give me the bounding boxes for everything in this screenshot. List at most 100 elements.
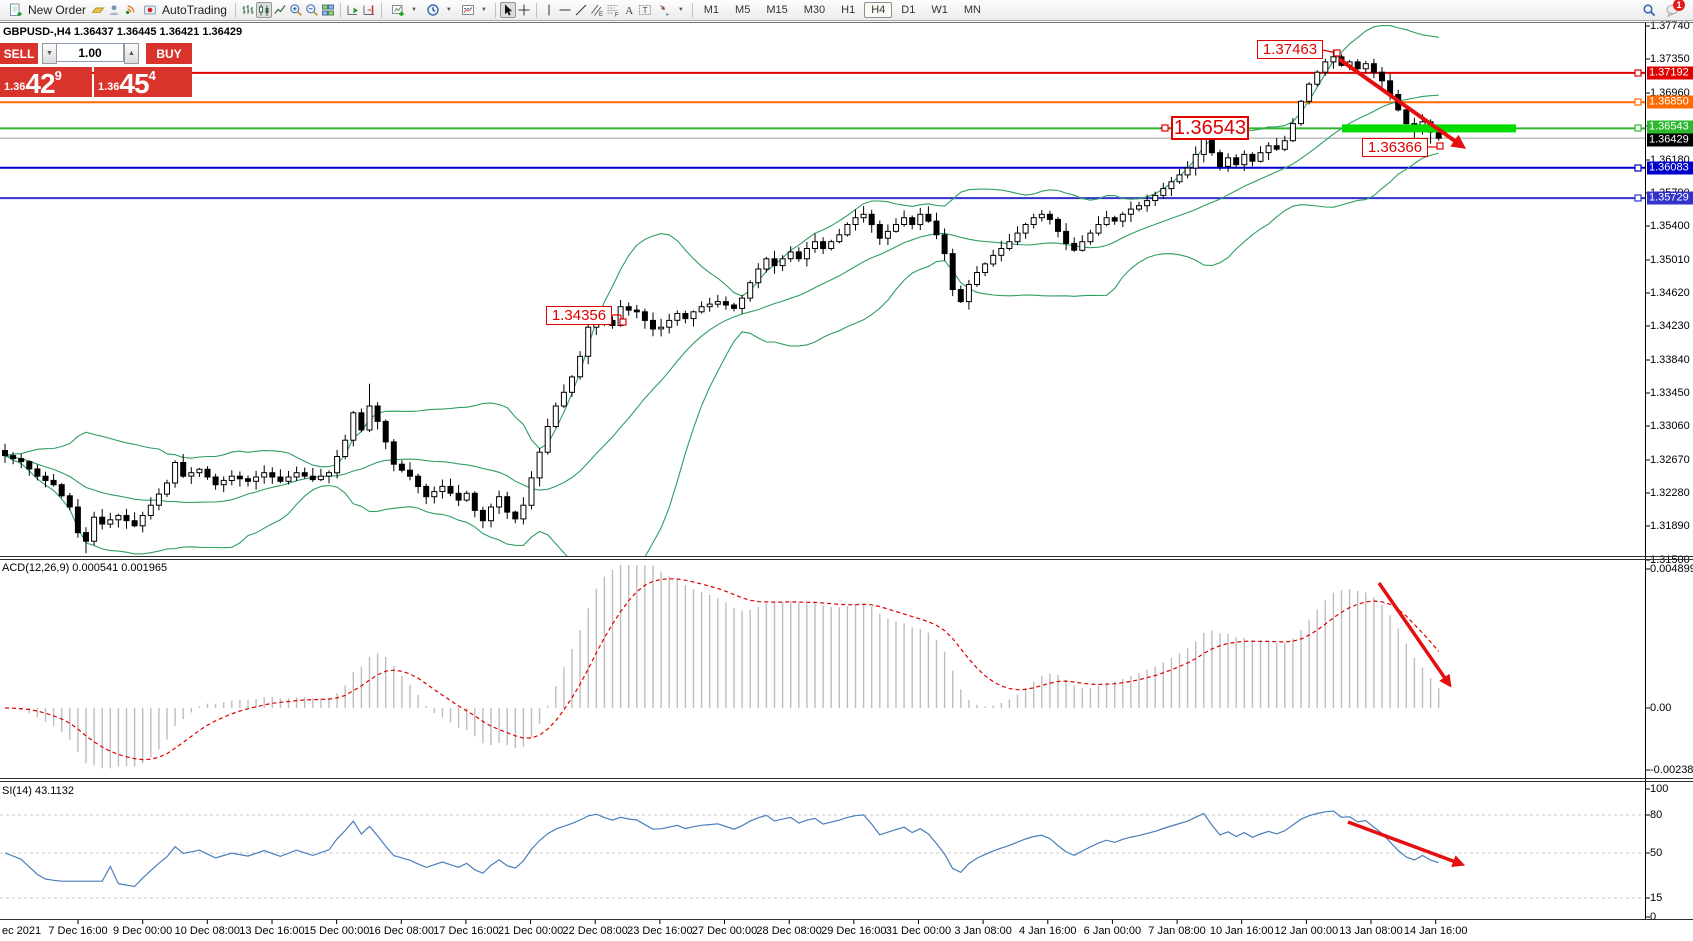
- sell-price-big: 42: [25, 68, 55, 99]
- price-axis-tick: 1.34620: [1650, 287, 1690, 299]
- price-axis-tick: 1.33450: [1650, 387, 1690, 399]
- zoom-in-icon[interactable]: [288, 2, 304, 18]
- text-icon[interactable]: A: [621, 2, 637, 18]
- time-axis-label: 4 Jan 16:00: [1019, 925, 1077, 937]
- tf-M15[interactable]: M15: [766, 4, 788, 16]
- crosshair-icon[interactable]: [516, 2, 532, 18]
- candle-chart-icon[interactable]: [255, 2, 272, 18]
- macd-panel[interactable]: [0, 561, 1645, 776]
- tf-W1[interactable]: W1: [931, 4, 948, 16]
- toolbar-separator: [494, 2, 496, 18]
- tf-H4[interactable]: H4: [864, 2, 893, 18]
- time-axis-label: 17 Dec 16:00: [433, 925, 499, 937]
- arrows-icon: [657, 2, 673, 18]
- price-axis-tick: 1.37350: [1650, 53, 1690, 65]
- templates-button[interactable]: ▼: [456, 1, 491, 19]
- time-axis-label: 23 Dec 16:00: [627, 925, 693, 937]
- panel-separator: [0, 781, 1693, 782]
- main-chart-panel[interactable]: [0, 23, 1645, 556]
- sell-button[interactable]: SELL: [0, 43, 38, 64]
- horizontal-line-icon[interactable]: [557, 2, 573, 18]
- toolbar-separator: [380, 2, 382, 18]
- tf-D1[interactable]: D1: [901, 4, 916, 16]
- vertical-line-icon[interactable]: [541, 2, 557, 18]
- sell-price-button[interactable]: 1.36 42 9: [0, 67, 92, 99]
- template-icon: [460, 2, 476, 18]
- panel-separator[interactable]: [0, 778, 1693, 779]
- svg-text:A: A: [625, 5, 633, 17]
- text-label-icon[interactable]: T: [637, 2, 653, 18]
- macd-label: ACD(12,26,9) 0.000541 0.001965: [2, 562, 168, 574]
- notifications-icon[interactable]: 1: [1663, 0, 1685, 18]
- tf-M5[interactable]: M5: [735, 4, 751, 16]
- rsi-axis-tick: 100: [1650, 783, 1669, 795]
- cursor-icon[interactable]: [499, 2, 516, 18]
- trendline-icon[interactable]: [573, 2, 589, 18]
- community-icon[interactable]: [106, 2, 122, 18]
- toolbar-separator: [691, 2, 693, 18]
- arrows-button[interactable]: ▼: [653, 1, 688, 19]
- toolbar-separator: [234, 2, 236, 18]
- volume-increase-button[interactable]: ▲: [124, 43, 139, 64]
- macd-axis-tick: 0.00: [1650, 702, 1672, 714]
- tile-windows-icon[interactable]: [320, 2, 336, 18]
- time-axis-label: 31 Dec 00:00: [885, 925, 952, 937]
- toolbar-separator: [339, 2, 341, 18]
- zoom-out-icon[interactable]: [304, 2, 320, 18]
- timeframe-toolbar: M1 M5 M15 M30 H1 H4 D1 W1 MN: [697, 2, 988, 18]
- time-axis-label: 13 Jan 08:00: [1339, 925, 1403, 937]
- price-callout[interactable]: 1.37463: [1257, 40, 1323, 59]
- autotrading-button[interactable]: AutoTrading: [138, 1, 231, 19]
- price-callout[interactable]: 1.36543: [1171, 116, 1249, 140]
- bar-chart-icon[interactable]: [240, 2, 256, 18]
- one-click-trading-panel: SELL ▼ ▲ BUY 1.36 42 9 1.36 45 4: [0, 43, 192, 99]
- rsi-axis-tick: 50: [1650, 847, 1663, 859]
- time-axis-label: 9 Dec 00:00: [112, 925, 173, 937]
- time-axis-label: 7 Dec 16:00: [48, 925, 108, 937]
- periods-button[interactable]: ▼: [421, 1, 456, 19]
- time-axis-label: 10 Jan 16:00: [1209, 925, 1274, 937]
- tf-MN[interactable]: MN: [963, 4, 981, 16]
- new-order-icon: [8, 2, 24, 18]
- time-axis-label: 16 Dec 08:00: [368, 925, 434, 937]
- buy-price-button[interactable]: 1.36 45 4: [94, 67, 192, 98]
- tf-M1[interactable]: M1: [703, 4, 720, 16]
- panel-separator: [0, 559, 1693, 560]
- sell-price-prefix: 1.36: [4, 81, 26, 93]
- time-axis-label: 10 Dec 08:00: [174, 925, 241, 937]
- rsi-panel[interactable]: [0, 783, 1645, 918]
- time-axis-label: 15 Dec 00:00: [303, 925, 370, 937]
- tf-H1[interactable]: H1: [841, 4, 856, 16]
- price-callout[interactable]: 1.34356: [546, 306, 612, 325]
- price-axis-tick: 1.32280: [1650, 487, 1690, 499]
- price-axis-tick: 1.31890: [1650, 520, 1690, 532]
- rsi-axis-tick: 15: [1650, 892, 1663, 904]
- price-axis-tick: 1.33060: [1650, 420, 1690, 432]
- notification-badge: 1: [1673, 0, 1685, 11]
- autotrading-label: AutoTrading: [162, 3, 227, 17]
- price-level-badge: 1.35729: [1647, 191, 1693, 205]
- fibonacci-icon[interactable]: F: [605, 2, 621, 18]
- new-order-button[interactable]: New Order: [4, 1, 90, 19]
- search-icon[interactable]: [1641, 2, 1657, 18]
- auto-scroll-icon[interactable]: [345, 2, 361, 18]
- time-axis-label: 21 Dec 00:00: [497, 925, 564, 937]
- volume-decrease-button[interactable]: ▼: [42, 43, 57, 64]
- line-chart-icon[interactable]: [272, 2, 288, 18]
- price-axis-tick: 1.37740: [1650, 20, 1690, 32]
- buy-button[interactable]: BUY: [146, 43, 192, 64]
- panel-separator[interactable]: [0, 556, 1693, 557]
- equidistant-channel-icon[interactable]: E: [589, 2, 605, 18]
- price-callout[interactable]: 1.36366: [1362, 138, 1428, 157]
- volume-input[interactable]: [56, 43, 124, 62]
- new-chart-button[interactable]: ▼: [386, 1, 421, 19]
- market-icon[interactable]: [90, 2, 106, 18]
- dropdown-arrow-icon: ▼: [445, 7, 452, 13]
- signals-icon[interactable]: [122, 2, 138, 18]
- chart-shift-icon[interactable]: [361, 2, 377, 18]
- dropdown-arrow-icon: ▼: [677, 7, 684, 13]
- time-axis-label: 3 Jan 08:00: [954, 925, 1012, 937]
- tf-M30[interactable]: M30: [803, 4, 826, 16]
- buy-price-prefix: 1.36: [98, 81, 120, 93]
